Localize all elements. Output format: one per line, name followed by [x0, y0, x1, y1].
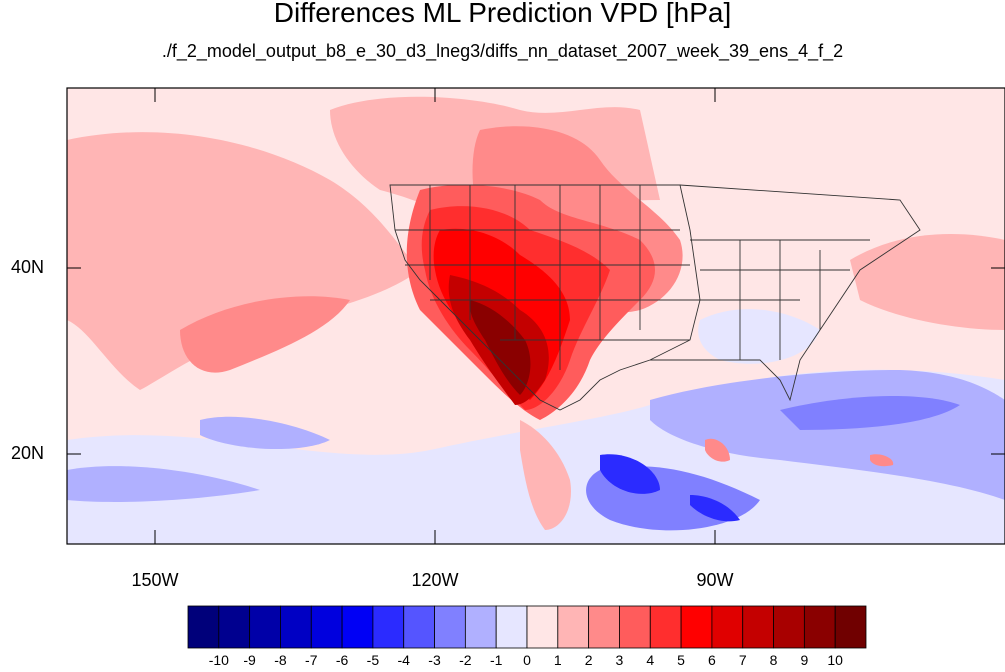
colorbar-swatch	[403, 605, 435, 649]
colorbar-tick-label: 5	[677, 652, 685, 668]
colorbar-tick-label: 9	[800, 652, 809, 668]
lat-label-20n: 20N	[10, 443, 44, 463]
colorbar-swatch	[619, 605, 651, 649]
colorbar-tick-label: 10	[827, 652, 843, 668]
coastlines	[389, 184, 921, 411]
page-title: Differences ML Prediction VPD [hPa]	[273, 0, 732, 28]
colorbar-swatch	[218, 605, 251, 649]
page-subtitle: ./f_2_model_output_b8_e_30_d3_lneg3/diff…	[161, 41, 844, 61]
colorbar-tick-label: -4	[397, 652, 410, 668]
vpd-difference-field	[67, 88, 1005, 544]
lon-label-120w: 120W	[411, 570, 459, 590]
colorbar-tick-label: -9	[243, 652, 256, 668]
colorbar-tick-label: 2	[584, 652, 593, 668]
colorbar-tick-label: -5	[366, 652, 380, 668]
colorbar-swatch	[588, 605, 620, 649]
colorbar-swatch	[680, 605, 713, 649]
colorbar-swatch	[372, 605, 405, 649]
colorbar-tick-label: 4	[646, 652, 655, 668]
colorbar-swatch	[249, 605, 281, 649]
colorbar-tick-label: 0	[523, 652, 531, 668]
colorbar-swatch	[557, 605, 590, 649]
colorbar-swatch	[711, 605, 744, 649]
colorbar-swatch	[526, 605, 559, 649]
colorbar-tick-label: 7	[738, 652, 747, 668]
colorbar-swatch	[495, 605, 528, 649]
lat-label-40n: 40N	[10, 257, 44, 277]
colorbar-swatch	[187, 605, 220, 649]
colorbar-tick-label: -10	[208, 652, 229, 668]
colorbar-tick-label: -1	[489, 652, 503, 668]
colorbar-tick-label: -8	[274, 652, 287, 668]
colorbar-tick-label: -6	[335, 652, 349, 668]
colorbar-tick-label: -7	[305, 652, 318, 668]
map-frame	[66, 87, 1005, 545]
colorbar-tick-label: 8	[769, 652, 778, 668]
colorbar-tick-label: 6	[708, 652, 716, 668]
lon-label-90w: 90W	[696, 570, 734, 590]
lon-label-150w: 150W	[131, 570, 179, 590]
colorbar-swatch	[649, 605, 682, 649]
colorbar-swatch	[742, 605, 774, 649]
colorbar-swatch	[464, 605, 497, 649]
colorbar-swatch	[803, 605, 836, 649]
colorbar-swatch	[434, 605, 466, 649]
colorbar-swatch	[310, 605, 343, 649]
colorbar-swatch	[280, 605, 312, 649]
colorbar-tick-label: 3	[615, 652, 624, 668]
colorbar-swatch	[773, 605, 805, 649]
colorbar-swatch	[341, 605, 374, 649]
colorbar-tick-label: -2	[459, 652, 472, 668]
colorbar-swatch	[834, 605, 867, 649]
colorbar-tick-label: -3	[428, 652, 441, 668]
axis-ticks	[67, 88, 1005, 544]
colorbar-tick-label: 1	[553, 652, 562, 668]
